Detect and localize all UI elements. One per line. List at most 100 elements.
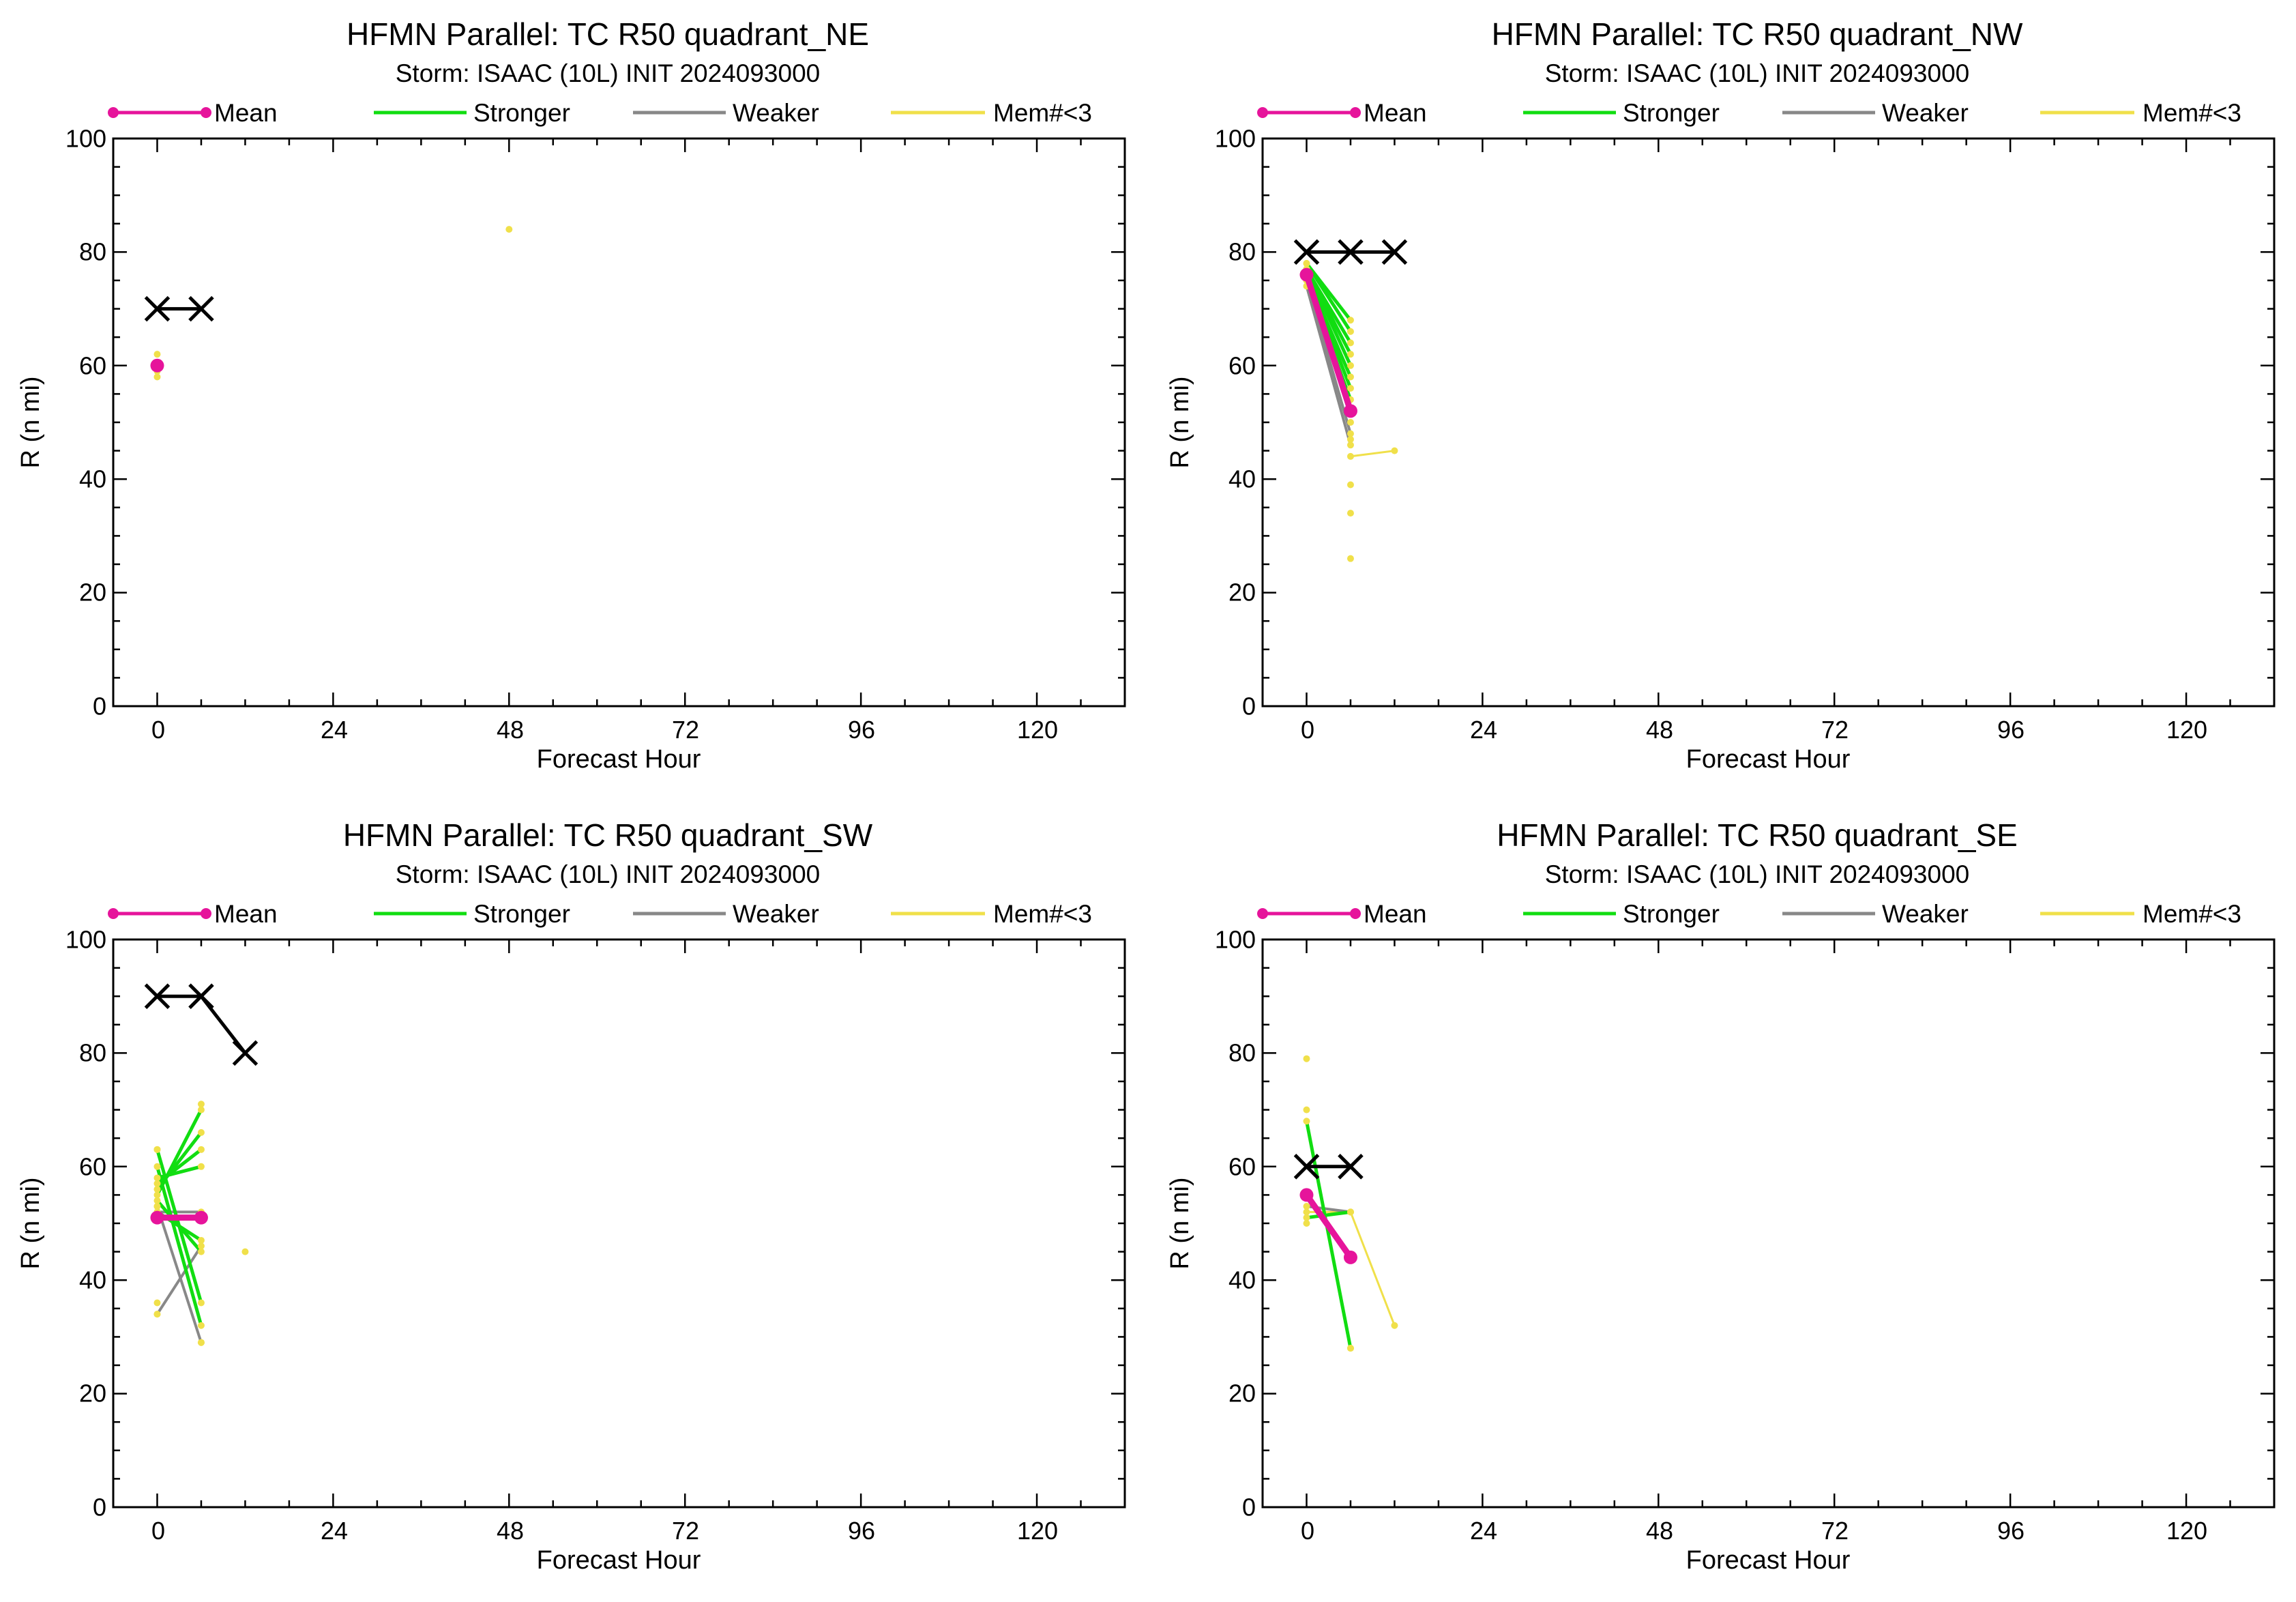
x-tick-labels: 0 24 48 72 96 120: [151, 1517, 1058, 1545]
legend-label-mem-lt3: Mem#<3: [2143, 900, 2241, 928]
stronger-point: [153, 1146, 161, 1153]
y-tick-label: 0: [93, 1494, 106, 1521]
mean-point: [1299, 1188, 1314, 1202]
legend-label-stronger: Stronger: [473, 99, 570, 127]
x-tick-labels: 0 24 48 72 96 120: [151, 716, 1058, 744]
x-tick-label: 0: [1301, 716, 1314, 744]
legend-marker-mean: [201, 908, 211, 919]
best-track-marker-stroke: [1293, 239, 1320, 265]
x-tick-label: 96: [848, 1517, 875, 1545]
stronger-point: [1346, 385, 1354, 392]
best-track-marker: [188, 983, 214, 1009]
mean-point: [1343, 404, 1357, 418]
stronger-point: [1346, 362, 1354, 369]
stronger-point: [197, 1128, 205, 1136]
x-tick-label: 24: [321, 716, 348, 744]
y-tick-labels: 0 20 40 60 80 100: [1215, 125, 1256, 720]
stronger-point: [153, 1180, 161, 1187]
mean-point: [150, 358, 164, 373]
mem-lt3-point: [1346, 452, 1354, 460]
x-tick-label: 48: [1646, 716, 1673, 744]
legend: Mean Stronger Weaker Mem#<3: [108, 900, 1092, 928]
x-axis-label: Forecast Hour: [537, 1546, 701, 1575]
stronger-point: [1346, 317, 1354, 324]
legend-label-mean: Mean: [1364, 900, 1427, 928]
legend-label-mean: Mean: [214, 99, 278, 127]
y-axis-label: R (n mi): [1166, 376, 1194, 468]
best-track-marker-stroke: [1338, 1154, 1364, 1180]
chart-title: HFMN Parallel: TC R50 quadrant_SE: [1497, 817, 2018, 853]
mem-lt3-point: [1391, 1322, 1398, 1329]
x-tick-label: 0: [151, 716, 165, 744]
mem-lt3-point: [153, 1299, 161, 1307]
best-track-marker-stroke: [232, 1040, 259, 1066]
y-tick-label: 100: [65, 125, 106, 153]
legend-marker-mean: [108, 107, 119, 118]
plot-data: [144, 226, 513, 381]
legend-label-mean: Mean: [1364, 99, 1427, 127]
y-axis-label: R (n mi): [16, 1177, 45, 1269]
y-tick-label: 60: [1228, 1153, 1256, 1181]
y-tick-label: 100: [1215, 125, 1256, 153]
best-track-marker-stroke: [1381, 239, 1408, 265]
x-tick-label: 24: [1470, 1517, 1497, 1545]
chart-title: HFMN Parallel: TC R50 quadrant_NE: [347, 16, 869, 52]
best-track-marker: [1293, 1154, 1320, 1180]
x-axis-label: Forecast Hour: [537, 745, 701, 774]
legend-label-weaker: Weaker: [733, 900, 819, 928]
y-tick-label: 20: [79, 579, 106, 607]
best-track-marker-stroke: [188, 983, 214, 1009]
weaker-line: [156, 1206, 203, 1343]
stronger-point: [197, 1163, 205, 1170]
y-tick-label: 80: [1228, 238, 1256, 266]
y-tick-label: 40: [1228, 1266, 1256, 1294]
legend-marker-mean: [1257, 107, 1268, 118]
plot-data: [1293, 1055, 1398, 1352]
legend-marker-mean: [108, 908, 119, 919]
mem-lt3-point: [197, 1101, 205, 1108]
best-track-marker: [232, 1040, 259, 1066]
mem-lt3-point: [505, 226, 513, 233]
y-axis-label: R (n mi): [16, 376, 45, 468]
y-tick-label: 100: [65, 926, 106, 954]
y-tick-label: 40: [1228, 465, 1256, 493]
x-tick-label: 0: [151, 1517, 165, 1545]
stronger-point: [197, 1236, 205, 1244]
best-track-marker: [1338, 1154, 1364, 1180]
x-tick-label: 48: [1646, 1517, 1673, 1545]
x-tick-label: 120: [1017, 716, 1058, 744]
stronger-point: [197, 1146, 205, 1153]
legend-label-stronger: Stronger: [1623, 99, 1720, 127]
mem-lt3-point: [1346, 510, 1354, 517]
y-tick-label: 20: [1228, 1380, 1256, 1408]
mem-lt3-point: [1391, 447, 1398, 454]
mem-lt3-point: [1346, 555, 1354, 562]
legend-label-mem-lt3: Mem#<3: [993, 99, 1092, 127]
x-tick-label: 96: [1997, 1517, 2025, 1545]
stronger-line: [1306, 1210, 1351, 1220]
mem-lt3-point: [1303, 1220, 1310, 1227]
stronger-point: [1346, 339, 1354, 347]
y-tick-label: 60: [79, 1153, 106, 1181]
stronger-point: [197, 1106, 205, 1113]
panel-nw: HFMN Parallel: TC R50 quadrant_NW Storm:…: [1166, 16, 2276, 774]
y-tick-label: 20: [79, 1380, 106, 1408]
y-tick-label: 60: [1228, 352, 1256, 380]
x-tick-labels: 0 24 48 72 96 120: [1301, 716, 2207, 744]
mem-lt3-point: [1303, 1106, 1310, 1113]
y-axis-label: R (n mi): [1166, 1177, 1194, 1269]
x-tick-label: 72: [1821, 716, 1849, 744]
stronger-point: [153, 1163, 161, 1170]
y-tick-label: 80: [1228, 1039, 1256, 1067]
mem-lt3-point: [241, 1248, 249, 1255]
mem-lt3-point: [1346, 419, 1354, 426]
best-track-marker-stroke: [1338, 239, 1364, 265]
y-tick-labels: 0 20 40 60 80 100: [65, 125, 106, 720]
plot-data: [144, 983, 259, 1346]
weaker-point: [1346, 441, 1354, 449]
y-tick-label: 0: [1242, 1494, 1256, 1521]
y-tick-label: 0: [1242, 693, 1256, 720]
best-track-marker: [144, 295, 171, 322]
legend-marker-mean: [1257, 908, 1268, 919]
